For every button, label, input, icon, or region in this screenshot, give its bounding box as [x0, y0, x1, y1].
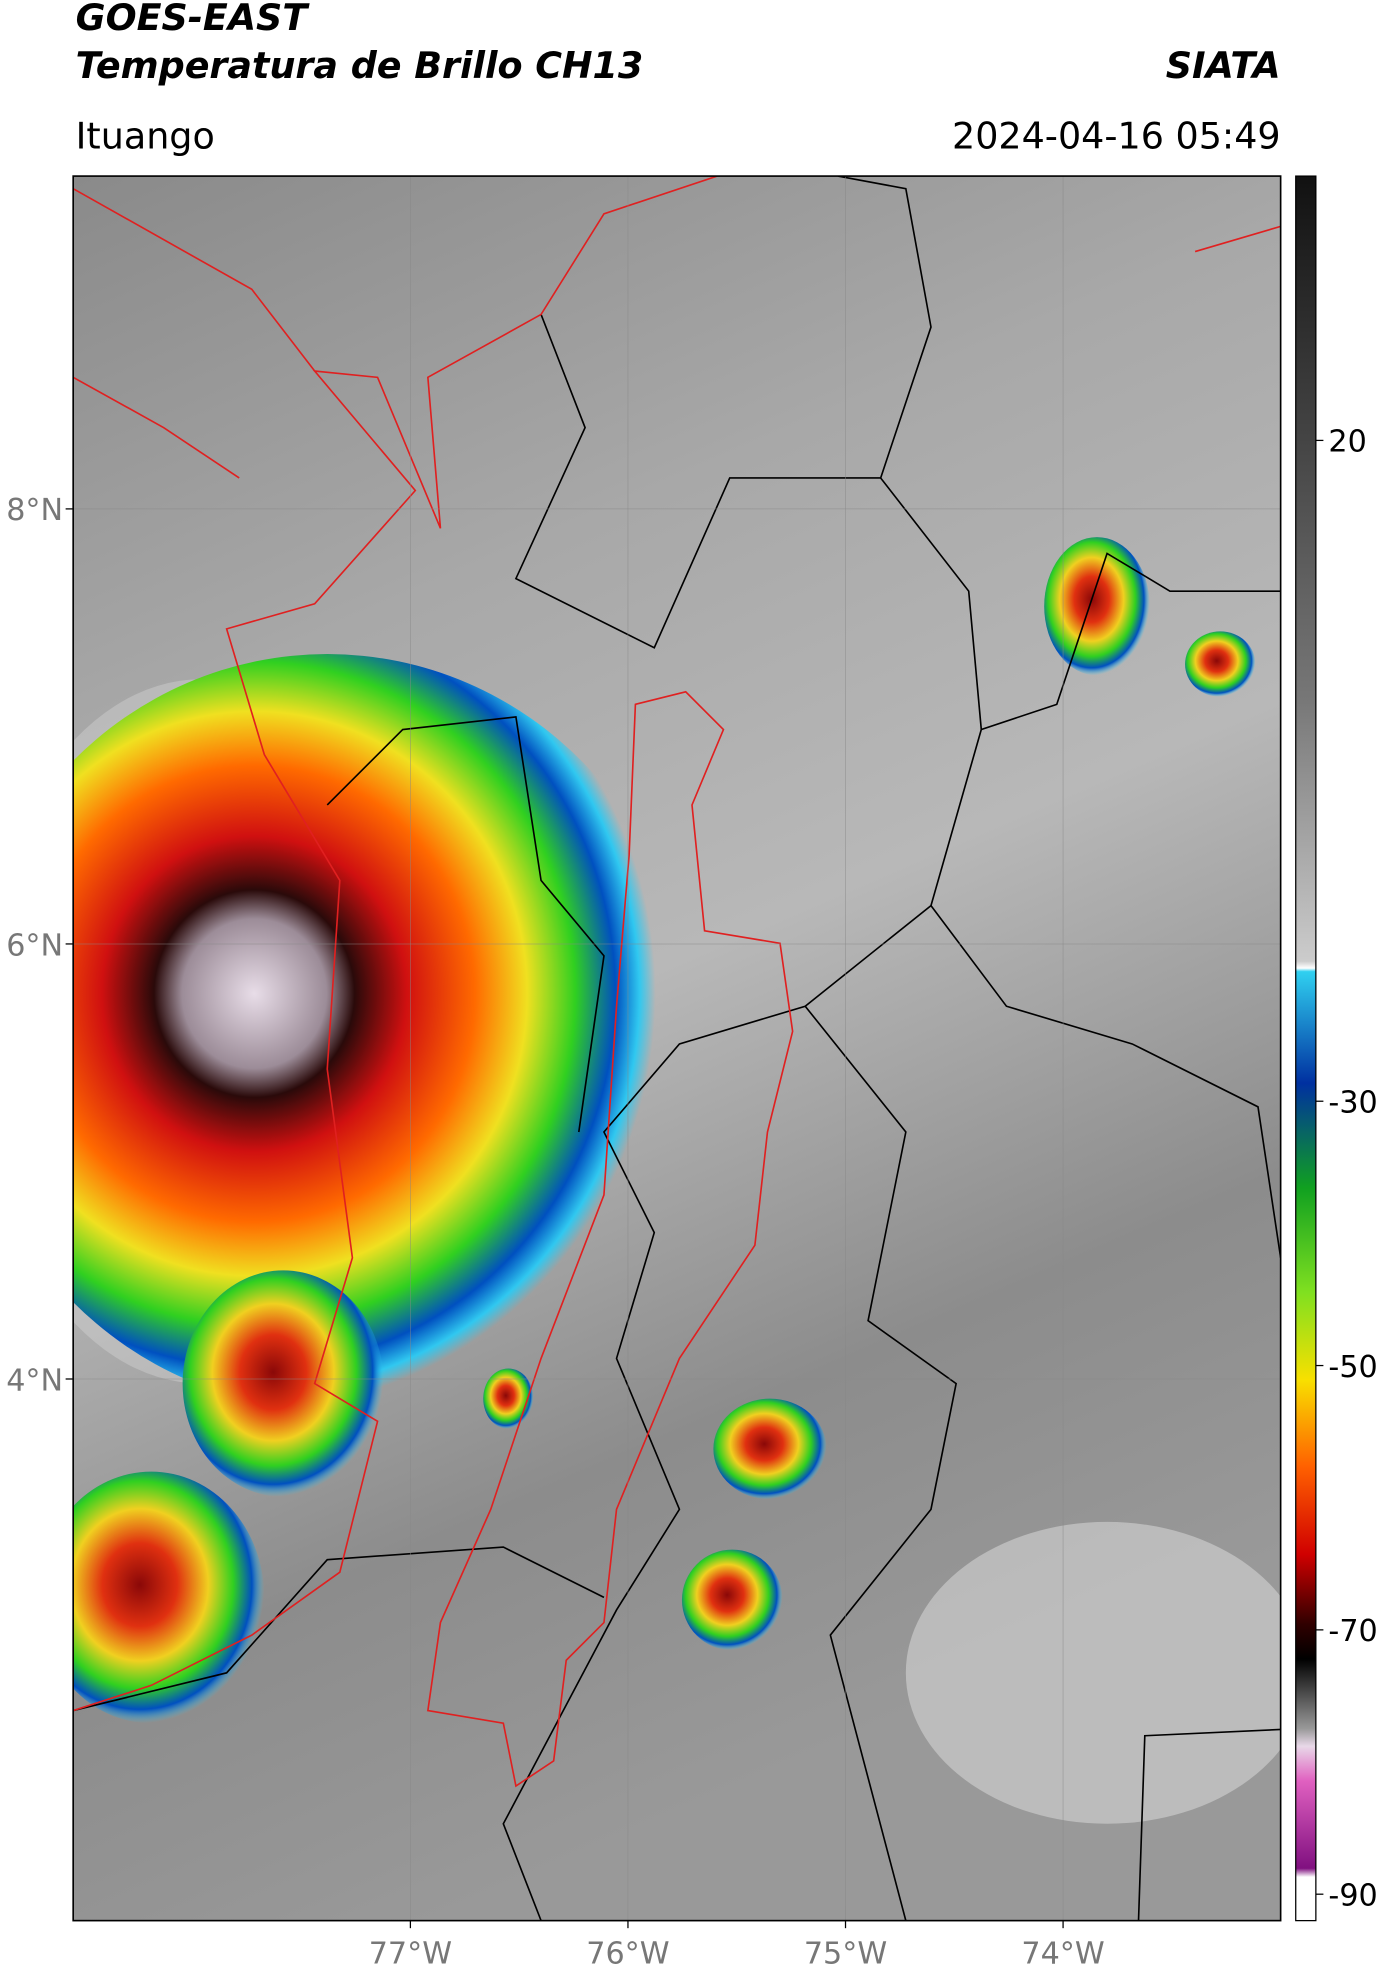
- storm-cell: [681, 1549, 783, 1651]
- ituango-region: [426, 690, 794, 1788]
- map-frame: [72, 175, 1282, 1922]
- grid: [73, 176, 1281, 1921]
- colorbar-label: 20: [1328, 425, 1366, 460]
- storm-cell: [73, 654, 692, 1409]
- storm-cell: [1185, 631, 1256, 697]
- x-tick-label: 74°W: [1021, 1936, 1104, 1971]
- border: [514, 314, 881, 649]
- boundaries: [73, 176, 1281, 1921]
- y-tick-label: 6°N: [6, 928, 63, 963]
- border: [73, 1546, 605, 1712]
- border: [837, 176, 1281, 731]
- colorbar-label: -50: [1328, 1350, 1377, 1385]
- storm-cell: [182, 1270, 384, 1497]
- map-image: [73, 176, 1281, 1921]
- highlight-region: [73, 176, 1281, 1788]
- region: Ituango: [76, 114, 215, 157]
- storm-cell: [1044, 537, 1150, 676]
- colorbar: [1295, 175, 1317, 1922]
- cloud: [905, 1521, 1281, 1824]
- coastline: [73, 176, 718, 1712]
- source: SIATA: [1166, 44, 1281, 87]
- coastline: [73, 187, 316, 372]
- colorbar-label: -70: [1328, 1614, 1377, 1649]
- border: [930, 905, 1281, 1258]
- y-tick-label: 4°N: [6, 1363, 63, 1398]
- border: [804, 1005, 958, 1921]
- datetime: 2024-04-16 05:49: [952, 114, 1281, 157]
- storm-cell: [73, 1471, 265, 1724]
- border: [502, 729, 983, 1921]
- product-title: Temperatura de Brillo CH13: [76, 44, 644, 87]
- y-tick-label: 8°N: [6, 493, 63, 528]
- border: [1137, 1728, 1281, 1921]
- satellite-title: GOES-EAST: [76, 0, 311, 39]
- coastline: [73, 225, 1281, 479]
- border: [326, 716, 605, 1133]
- x-tick-label: 77°W: [369, 1936, 452, 1971]
- storm-cell: [713, 1398, 827, 1500]
- storm-cell: [483, 1368, 534, 1429]
- colorbar-label: -90: [1328, 1879, 1377, 1914]
- colorbar-label: -30: [1328, 1086, 1377, 1121]
- x-tick-label: 75°W: [804, 1936, 887, 1971]
- x-tick-label: 76°W: [586, 1936, 669, 1971]
